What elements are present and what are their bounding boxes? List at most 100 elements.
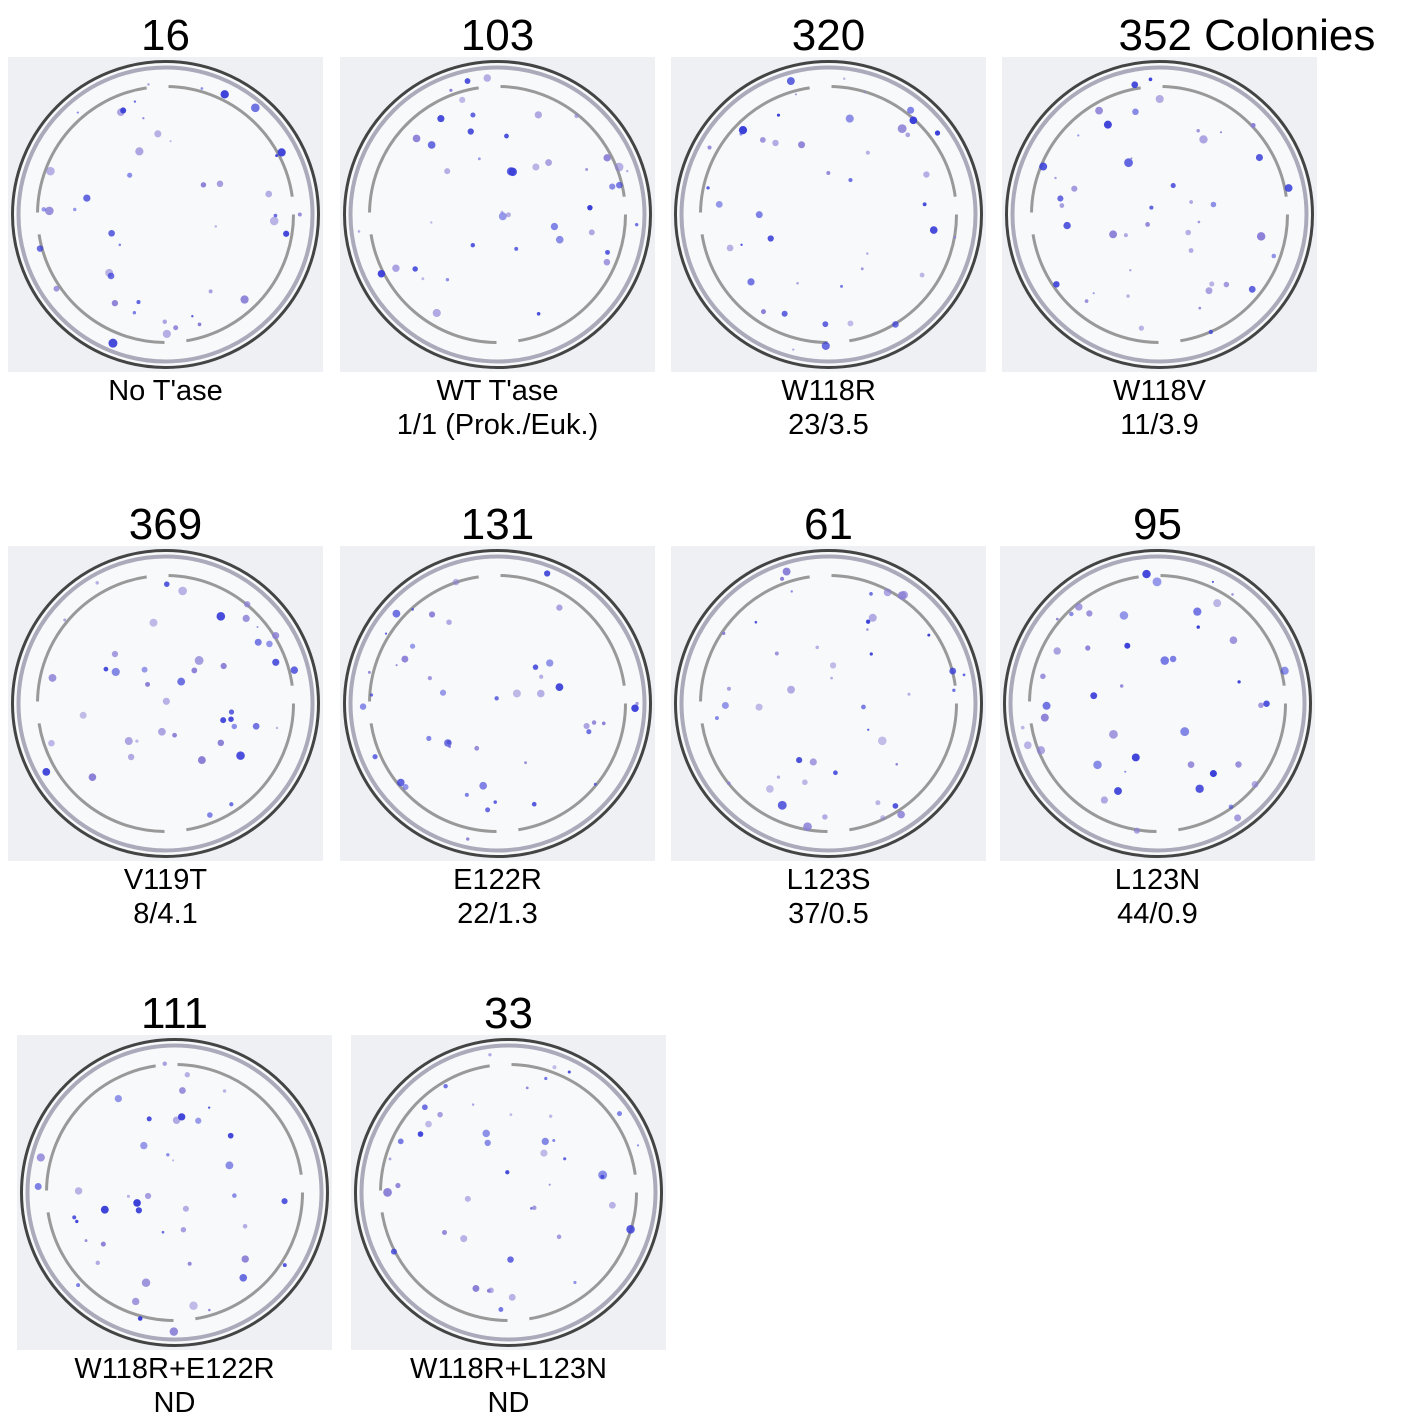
mutant-name: V119T bbox=[0, 863, 346, 897]
colony bbox=[1153, 577, 1162, 586]
colony bbox=[229, 709, 234, 714]
colony bbox=[551, 223, 558, 230]
colony bbox=[484, 74, 492, 82]
colony bbox=[283, 1263, 287, 1267]
colony bbox=[573, 1281, 576, 1284]
colony bbox=[780, 577, 784, 581]
mutant-name: E122R bbox=[318, 863, 678, 897]
petri-dish bbox=[1002, 57, 1317, 372]
colony bbox=[787, 686, 795, 694]
colony bbox=[1211, 202, 1217, 208]
petri-dish bbox=[671, 57, 986, 372]
colony bbox=[1134, 828, 1140, 834]
colony bbox=[869, 614, 877, 622]
colony-count: 103 bbox=[461, 14, 534, 58]
colony bbox=[112, 651, 118, 657]
colony-count: 131 bbox=[461, 503, 534, 547]
colony bbox=[276, 727, 278, 729]
colony bbox=[1086, 610, 1092, 616]
colony-count: 61 bbox=[804, 503, 853, 547]
colony bbox=[421, 277, 424, 280]
colony bbox=[626, 1225, 635, 1234]
colony bbox=[513, 689, 521, 697]
colony bbox=[429, 611, 435, 617]
colony bbox=[119, 244, 122, 247]
colony bbox=[73, 208, 76, 211]
colony bbox=[145, 682, 150, 687]
activity-ratio: 37/0.5 bbox=[649, 897, 1009, 931]
petri-dish bbox=[17, 1035, 332, 1350]
colony bbox=[251, 103, 260, 112]
colony bbox=[1075, 603, 1083, 611]
colony bbox=[1114, 787, 1122, 795]
colony bbox=[163, 698, 170, 705]
colony bbox=[1124, 643, 1130, 649]
colony bbox=[368, 671, 371, 674]
colony bbox=[1093, 761, 1101, 769]
colony bbox=[1210, 770, 1217, 777]
colony bbox=[524, 761, 527, 764]
colony bbox=[162, 1231, 165, 1234]
colony bbox=[556, 683, 564, 691]
colony bbox=[568, 1070, 571, 1073]
colony bbox=[244, 601, 250, 607]
colony bbox=[411, 608, 414, 611]
colony bbox=[1104, 121, 1112, 129]
colony bbox=[397, 779, 405, 787]
colony bbox=[433, 309, 441, 317]
colony bbox=[768, 235, 774, 241]
colony bbox=[609, 183, 615, 189]
colony bbox=[1124, 233, 1128, 237]
colony bbox=[1060, 203, 1065, 208]
count-value: 95 bbox=[1133, 500, 1182, 549]
colony bbox=[471, 243, 475, 247]
colony bbox=[822, 814, 827, 819]
colony bbox=[602, 722, 606, 726]
colony bbox=[556, 605, 562, 611]
colony bbox=[549, 1114, 552, 1117]
colony bbox=[605, 250, 610, 255]
colony bbox=[281, 1198, 287, 1204]
colony bbox=[1209, 281, 1214, 286]
colony bbox=[760, 137, 766, 143]
colony bbox=[136, 300, 140, 304]
colony bbox=[707, 145, 711, 149]
colony bbox=[472, 1285, 479, 1292]
colony bbox=[810, 758, 817, 765]
colony bbox=[740, 244, 742, 246]
colony bbox=[637, 1144, 639, 1146]
colony bbox=[164, 581, 170, 587]
colony bbox=[449, 89, 452, 92]
colony bbox=[911, 118, 914, 121]
colony bbox=[108, 339, 117, 348]
colony bbox=[1145, 222, 1150, 227]
colony bbox=[563, 1157, 566, 1160]
colony bbox=[1095, 107, 1103, 115]
count-unit: Colonies bbox=[1204, 11, 1375, 60]
colony bbox=[482, 1130, 489, 1137]
colony bbox=[163, 330, 171, 338]
colony bbox=[360, 703, 366, 709]
colony bbox=[465, 1196, 471, 1202]
colony bbox=[1171, 183, 1176, 188]
colony bbox=[1139, 326, 1144, 331]
colony bbox=[592, 720, 596, 724]
colony bbox=[830, 677, 833, 680]
colony bbox=[1185, 230, 1191, 236]
colony bbox=[265, 191, 272, 198]
colony bbox=[198, 323, 202, 327]
colony bbox=[229, 802, 233, 806]
colony bbox=[1160, 656, 1169, 665]
colony bbox=[418, 1131, 424, 1137]
colony bbox=[1231, 593, 1234, 596]
colony bbox=[544, 570, 550, 576]
colony bbox=[393, 610, 401, 618]
count-value: 33 bbox=[484, 989, 533, 1038]
colony bbox=[437, 115, 444, 122]
colony bbox=[532, 802, 537, 807]
colony bbox=[884, 589, 892, 597]
colony bbox=[385, 632, 387, 634]
